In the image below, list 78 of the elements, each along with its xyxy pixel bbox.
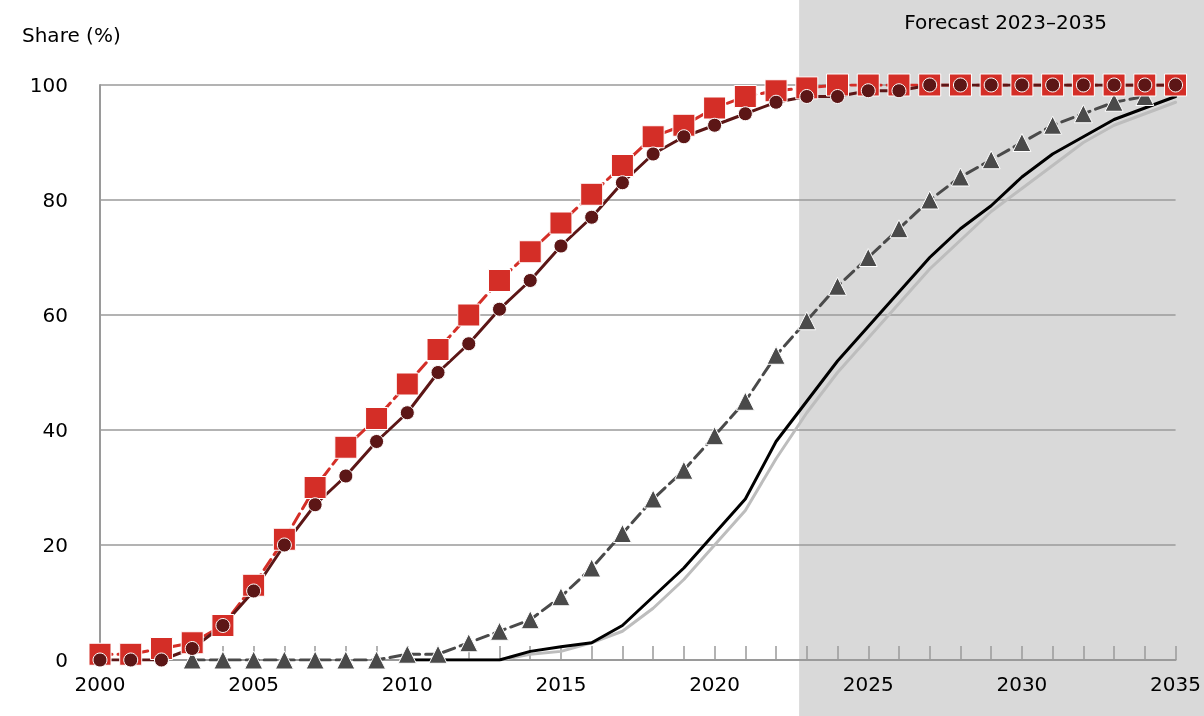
point: [582, 558, 602, 578]
point: [1073, 104, 1093, 124]
point: [737, 106, 753, 122]
point: [338, 468, 354, 484]
band-label: Forecast 2023–2035: [904, 10, 1107, 34]
point: [492, 301, 507, 317]
y-tick-label: 100: [29, 73, 68, 97]
y-tick-label: 20: [42, 533, 68, 557]
point: [830, 89, 846, 104]
point: [705, 426, 725, 446]
point: [303, 476, 327, 499]
point: [520, 610, 540, 630]
point: [549, 211, 573, 235]
y-tick-label: 80: [42, 188, 68, 212]
point: [367, 650, 387, 670]
point: [889, 219, 909, 239]
point: [641, 125, 665, 149]
point: [797, 311, 817, 331]
point: [305, 650, 325, 670]
point: [610, 154, 634, 177]
point: [334, 435, 358, 459]
point: [735, 391, 755, 411]
y-tick-label: 40: [42, 418, 68, 442]
point: [645, 146, 661, 162]
point: [703, 96, 727, 120]
point: [430, 365, 446, 380]
point: [707, 117, 723, 133]
point: [518, 240, 542, 264]
point: [766, 345, 786, 365]
point: [676, 129, 692, 145]
point: [553, 238, 569, 254]
point: [428, 644, 448, 664]
point: [768, 94, 784, 110]
point: [643, 489, 663, 509]
point: [614, 175, 630, 191]
point: [612, 524, 632, 543]
point: [365, 407, 389, 430]
point: [369, 434, 385, 449]
x-tick-label: 2015: [535, 672, 587, 696]
point: [799, 89, 815, 104]
point: [457, 303, 481, 327]
point: [580, 182, 604, 206]
point: [213, 650, 233, 670]
point: [459, 633, 479, 653]
x-tick-label: 2000: [74, 672, 126, 696]
y-tick-label: 60: [42, 303, 68, 327]
point: [397, 644, 417, 664]
point: [153, 652, 169, 668]
point: [828, 276, 848, 296]
point: [399, 405, 415, 421]
point: [307, 497, 323, 513]
point: [274, 650, 294, 670]
y-axis-title: Share (%): [22, 23, 121, 47]
x-tick-label: 2020: [689, 672, 741, 696]
x-tick-label: 2005: [228, 672, 280, 696]
point: [551, 587, 571, 607]
point: [1012, 133, 1032, 152]
point: [522, 273, 538, 288]
y-tick-label: 0: [55, 648, 68, 672]
x-tick-label: 2030: [996, 672, 1048, 696]
point: [395, 372, 419, 396]
point: [487, 269, 511, 292]
x-tick-label: 2025: [842, 672, 894, 696]
point: [950, 167, 970, 187]
point: [244, 650, 264, 670]
point: [489, 621, 509, 641]
point: [981, 150, 1001, 170]
point: [1043, 115, 1063, 135]
point: [733, 85, 757, 108]
point: [461, 336, 477, 352]
x-tick-label: 2010: [381, 672, 433, 696]
x-tick-label: 2035: [1150, 672, 1201, 696]
point: [426, 338, 450, 361]
point: [674, 460, 694, 480]
point: [920, 190, 940, 210]
point: [858, 248, 878, 267]
point: [336, 650, 356, 670]
point: [584, 209, 600, 225]
